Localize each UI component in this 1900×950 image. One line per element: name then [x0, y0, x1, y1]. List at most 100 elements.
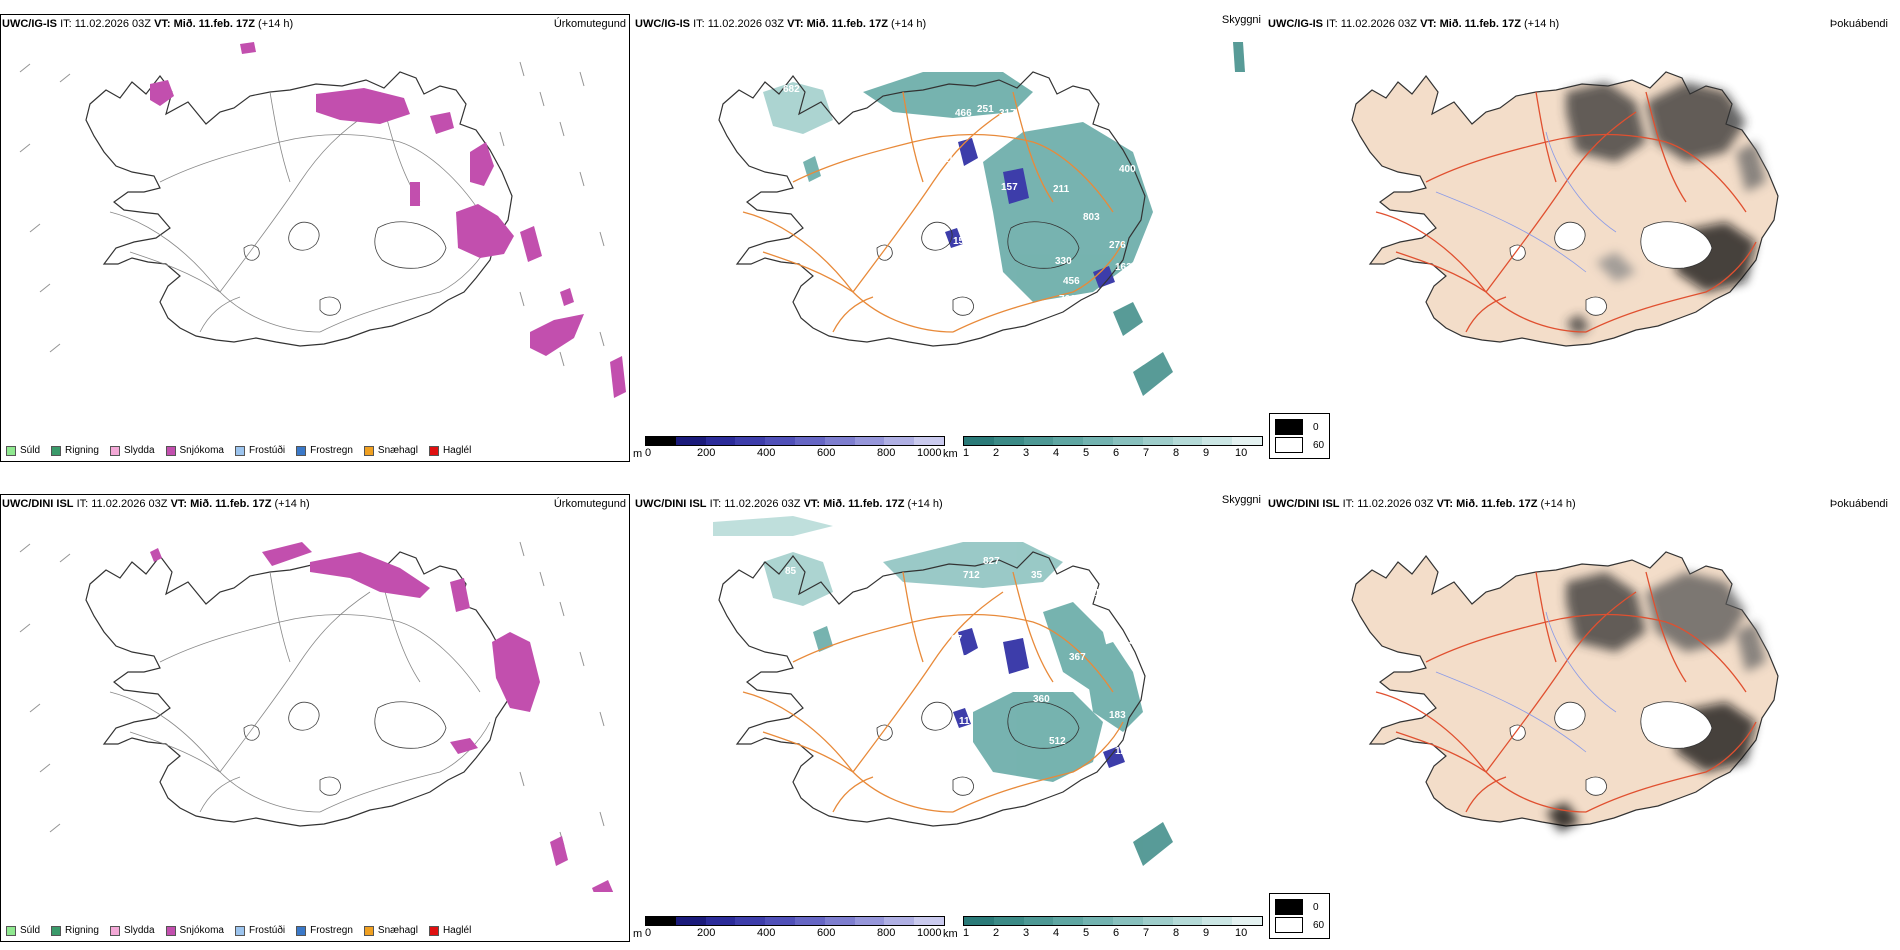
- tick-label: 7: [1143, 927, 1150, 939]
- tick-label: 8: [1173, 927, 1180, 939]
- legend-item: Haglél: [428, 445, 471, 456]
- ceiling-bar: [645, 916, 945, 926]
- legend-swatch: [363, 445, 374, 456]
- legend-swatch: [1275, 437, 1303, 453]
- map-label: 116: [943, 154, 960, 165]
- tick-label: 2: [993, 927, 1000, 939]
- cbar-step: [824, 917, 855, 925]
- map-label: 11: [959, 716, 970, 727]
- legend-swatch: [109, 925, 120, 936]
- visibility-colorbar: 1 2 3 4 5 6 7 8 9 10: [963, 916, 1263, 940]
- map-label: 512: [1049, 736, 1066, 747]
- legend-swatch: [428, 445, 439, 456]
- cbar-step: [1232, 917, 1262, 925]
- map-label: 367: [1069, 652, 1086, 663]
- ceiling-labels: 827 35 519 84 67 188 712 367 243 304 183…: [785, 556, 1160, 757]
- map-label: 317: [999, 108, 1016, 119]
- tick-label: 3: [1023, 447, 1030, 459]
- ceiling-colorbar: 0 200 400 600 800 1000: [645, 916, 945, 940]
- visibility-colorbar: 1 2 3 4 5 6 7 8 9 10: [963, 436, 1263, 460]
- cbar-step: [794, 437, 825, 445]
- cbar-step: [1023, 917, 1054, 925]
- legend-swatch: [165, 925, 176, 936]
- legend-item: Rigning: [51, 445, 99, 456]
- legend-item: 0: [1275, 898, 1324, 916]
- cbar-step: [1083, 437, 1113, 445]
- tick-label: 9: [1203, 447, 1210, 459]
- fog-areas: [1546, 572, 1766, 832]
- map-label: 243: [1143, 690, 1160, 701]
- legend-swatch: [234, 925, 245, 936]
- precip-type-legend: Súld Rigning Slydda Snjókoma Frostúði Fr…: [6, 925, 471, 936]
- tick-label: 6: [1113, 447, 1120, 459]
- map-label: 803: [1083, 212, 1100, 223]
- cbar-step: [1053, 917, 1084, 925]
- cbar-step: [705, 437, 736, 445]
- legend-swatch: [51, 445, 62, 456]
- panel-visibility-igis: UWC/IG-IS IT: 11.02.2026 03Z VT: Mið. 11…: [633, 0, 1265, 470]
- legend-item: Snjókoma: [165, 445, 224, 456]
- cbar-step: [964, 437, 994, 445]
- tick-label: 400: [757, 927, 776, 939]
- tick-label: 1: [963, 447, 970, 459]
- visibility-bar: [963, 436, 1263, 446]
- legend-item: Frostregn: [296, 445, 353, 456]
- tick-label: 800: [877, 927, 896, 939]
- panel-precip-type-dini: UWC/DINI ISL IT: 11.02.2026 03Z VT: Mið.…: [0, 480, 632, 950]
- tick-label: 3: [1023, 927, 1030, 939]
- cbar-step: [993, 917, 1024, 925]
- fog-index-legend: 0 60: [1269, 893, 1331, 939]
- cbar-step: [1142, 917, 1173, 925]
- map-label: 230: [1147, 250, 1164, 261]
- map-label: 155: [953, 236, 970, 247]
- precip-type-legend: Súld Rigning Slydda Snjókoma Frostúði Fr…: [6, 445, 471, 456]
- cbar-step: [1172, 437, 1203, 445]
- legend-swatch: [234, 445, 245, 456]
- legend-swatch: [296, 925, 307, 936]
- visibility-areas: [763, 42, 1245, 396]
- map-label: 472: [1031, 120, 1048, 131]
- tick-label: 8: [1173, 447, 1180, 459]
- legend-item: Súld: [6, 445, 40, 456]
- cbar-step: [993, 437, 1024, 445]
- cbar-step: [765, 917, 795, 925]
- cbar-step: [765, 437, 795, 445]
- tick-label: 200: [697, 447, 716, 459]
- precip-map: [19, 541, 614, 892]
- visibility-unit: km: [943, 448, 958, 460]
- legend-item: Frostúði: [234, 925, 285, 936]
- panel-fog-index-dini: UWC/DINI ISL IT: 11.02.2026 03Z VT: Mið.…: [1266, 480, 1900, 950]
- cbar-step: [854, 917, 885, 925]
- cbar-step: [1232, 437, 1262, 445]
- legend-swatch: [6, 925, 16, 936]
- panel-header: UWC/DINI ISL IT: 11.02.2026 03Z VT: Mið.…: [635, 498, 943, 510]
- fog-map: [1351, 551, 1779, 832]
- cbar-step: [1202, 917, 1233, 925]
- legend-item: Haglél: [428, 925, 471, 936]
- legend-item: 60: [1275, 916, 1324, 934]
- precip-map: [19, 42, 626, 398]
- visibility-map: 827 35 519 84 67 188 712 367 243 304 183…: [713, 516, 1173, 866]
- fog-map: [1351, 71, 1779, 347]
- map-label: 162: [1115, 262, 1132, 273]
- legend-item: Snæhagl: [363, 445, 418, 456]
- map-label: 274: [1139, 718, 1156, 729]
- map-label: 35: [1031, 570, 1043, 581]
- panel-title: Skyggni: [1221, 494, 1261, 506]
- wind-barbs: [19, 61, 605, 367]
- cbar-step: [1112, 437, 1143, 445]
- panel-frame: [0, 14, 630, 462]
- legend-item: 60: [1275, 436, 1324, 454]
- panel-header: UWC/DINI ISL IT: 11.02.2026 03Z VT: Mið.…: [1268, 498, 1576, 510]
- visibility-bar: [963, 916, 1263, 926]
- snow-areas: [150, 42, 626, 398]
- tick-label: 9: [1203, 927, 1210, 939]
- map-label: 682: [783, 84, 800, 95]
- tick-label: 10: [1235, 447, 1248, 459]
- map-label: 85: [785, 566, 797, 577]
- legend-item: Frostregn: [296, 925, 353, 936]
- map-label: 304: [1129, 636, 1146, 647]
- legend-swatch: [1275, 419, 1303, 435]
- legend-item: 0: [1275, 418, 1324, 436]
- map-label: 157: [1001, 182, 1018, 193]
